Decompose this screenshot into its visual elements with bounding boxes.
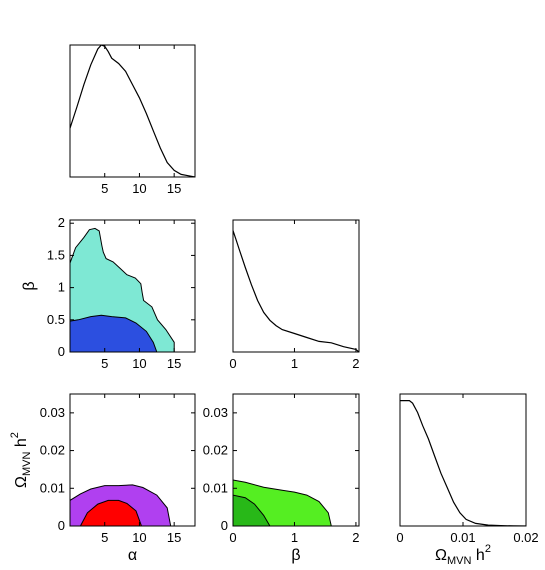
posterior-line-1 <box>233 230 359 352</box>
y-tick-label: 1.5 <box>47 247 65 262</box>
axes-frame <box>69 393 196 527</box>
x-axis-label-main: Ω <box>435 547 447 564</box>
x-axis-label-main: β <box>291 547 300 564</box>
panel-p_beta: 0 1 2 <box>229 219 360 371</box>
y-tick-label: 0.03 <box>203 405 228 420</box>
x-axis-label: α <box>128 547 137 564</box>
plot-area <box>70 227 175 352</box>
plot-area <box>70 45 195 177</box>
x-tick-label: 2 <box>352 356 359 371</box>
x-tick-label: 15 <box>167 181 181 196</box>
x-tick-label: 15 <box>167 356 181 371</box>
plot-area <box>400 400 526 526</box>
x-axis-label-tail: h <box>471 547 484 564</box>
axes-frame <box>69 44 196 178</box>
x-tick-label: 0 <box>229 530 236 545</box>
x-tick-label: 10 <box>132 356 146 371</box>
plot-area <box>233 230 359 352</box>
y-axis-label: β <box>21 281 38 290</box>
plot-area <box>233 479 332 526</box>
posterior-line-1 <box>400 400 526 526</box>
y-tick-label: 0 <box>58 518 65 533</box>
y-tick-label: 0 <box>58 344 65 359</box>
x-axis-label: ΩMVN h2 <box>435 543 491 567</box>
contour-region-2 <box>233 494 271 526</box>
y-tick-label: 0.02 <box>40 443 65 458</box>
contour-region-2 <box>79 499 143 526</box>
axes-frame <box>399 393 527 527</box>
x-tick-label: 10 <box>132 181 146 196</box>
x-axis-label-sup: 2 <box>485 543 491 555</box>
y-axis-label-tail: h <box>13 438 30 451</box>
x-tick-label: 5 <box>101 181 108 196</box>
y-axis-label: ΩMVN h2 <box>9 432 33 488</box>
x-tick-label: 5 <box>101 356 108 371</box>
x-axis-label: β <box>291 547 300 564</box>
axes-frame <box>232 393 360 527</box>
y-axis-label-main: Ω <box>13 476 30 488</box>
panel-alpha_omega: 5 10 15 0 0.01 0.02 0.03 α ΩMVN h2 <box>9 393 196 564</box>
x-tick-label: 0.01 <box>450 530 475 545</box>
y-tick-label: 0.02 <box>203 443 228 458</box>
x-tick-label: 0 <box>229 356 236 371</box>
x-tick-label: 5 <box>101 530 108 545</box>
x-tick-label: 2 <box>352 530 359 545</box>
x-tick-label: 15 <box>167 530 181 545</box>
x-tick-label: 0 <box>396 530 403 545</box>
panel-p_omega: 0 0.01 0.02 ΩMVN h2 <box>396 393 539 567</box>
panel-alpha_beta: 5 10 15 0 0.5 1 1.5 2 β <box>21 215 196 371</box>
axes-frame <box>232 219 360 353</box>
x-tick-label: 1 <box>291 530 298 545</box>
y-tick-label: 0.5 <box>47 312 65 327</box>
y-tick-label: 0 <box>221 518 228 533</box>
y-tick-label: 0.03 <box>40 405 65 420</box>
axes-frame <box>69 219 196 353</box>
y-axis-label-sup: 2 <box>9 432 21 438</box>
y-axis-label-main: β <box>21 281 38 290</box>
x-tick-label: 10 <box>132 530 146 545</box>
panel-p_alpha: 5 10 15 <box>69 44 196 196</box>
contour-region-2 <box>70 314 158 352</box>
y-tick-label: 1 <box>58 280 65 295</box>
y-tick-label: 0.01 <box>40 480 65 495</box>
x-tick-label: 0.02 <box>513 530 538 545</box>
y-axis-label-sub: MVN <box>21 451 33 476</box>
y-tick-label: 0.01 <box>203 480 228 495</box>
panel-beta_omega: 0 1 2 0 0.01 0.02 0.03 β <box>203 393 360 564</box>
y-tick-label: 2 <box>58 215 65 230</box>
x-tick-label: 1 <box>291 356 298 371</box>
x-axis-label-sub: MVN <box>447 555 472 567</box>
posterior-line-1 <box>70 45 195 177</box>
plot-area <box>70 484 172 526</box>
x-axis-label-main: α <box>128 547 137 564</box>
